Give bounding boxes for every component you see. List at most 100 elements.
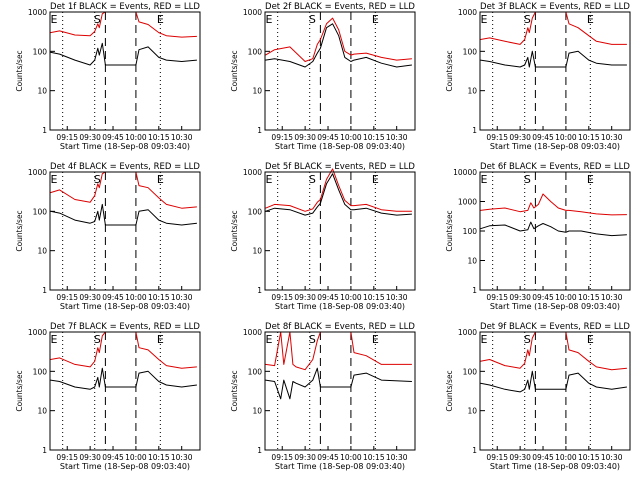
x-axis-label: Start Time (18-Sep-08 09:03:40) — [275, 462, 405, 471]
x-axis-label: Start Time (18-Sep-08 09:03:40) — [490, 462, 620, 471]
y-tick-label: 10 — [37, 407, 47, 416]
series-line-lld — [265, 331, 412, 371]
y-tick-label: 10 — [467, 257, 477, 266]
y-tick-label: 10 — [252, 247, 262, 256]
x-tick-label: 10:00 — [125, 293, 147, 302]
x-tick-label: 10:30 — [386, 453, 408, 462]
y-tick-label: 10 — [37, 87, 47, 96]
x-tick-label: 09:15 — [271, 133, 293, 142]
y-tick-label: 1 — [42, 446, 47, 455]
x-axis-label: Start Time (18-Sep-08 09:03:40) — [60, 302, 190, 311]
x-tick-label: 09:30 — [79, 293, 101, 302]
marker-e-start: E — [51, 333, 58, 346]
marker-s: S — [524, 333, 531, 346]
y-tick-label: 1000 — [243, 8, 262, 17]
x-tick-label: 09:45 — [532, 133, 554, 142]
x-tick-label: 10:00 — [340, 133, 362, 142]
y-axis-label: Counts/sec — [230, 370, 239, 411]
y-axis-label: Counts/sec — [15, 50, 24, 91]
y-tick-label: 10 — [252, 407, 262, 416]
series-line-events — [50, 367, 197, 390]
x-axis-label: Start Time (18-Sep-08 09:03:40) — [275, 142, 405, 151]
y-tick-label: 1000 — [458, 198, 477, 207]
x-axis-label: Start Time (18-Sep-08 09:03:40) — [275, 302, 405, 311]
y-tick-label: 1000 — [458, 8, 477, 17]
x-tick-label: 10:15 — [363, 453, 385, 462]
y-tick-label: 1 — [257, 446, 262, 455]
marker-e-start: E — [481, 173, 488, 186]
x-tick-label: 09:45 — [102, 453, 124, 462]
y-tick-label: 100 — [463, 47, 478, 56]
panel-title: Det 4f BLACK = Events, RED = LLD — [50, 162, 200, 172]
marker-e-start: E — [266, 173, 273, 186]
x-tick-label: 10:30 — [601, 133, 623, 142]
marker-s: S — [309, 13, 316, 26]
x-tick-label: 10:30 — [171, 133, 193, 142]
x-tick-label: 09:15 — [486, 453, 508, 462]
marker-s: S — [94, 333, 101, 346]
y-axis-label: Counts/sec — [445, 50, 454, 91]
series-line-events — [480, 221, 627, 237]
x-tick-label: 10:00 — [125, 453, 147, 462]
x-tick-label: 10:30 — [171, 293, 193, 302]
plot-frame — [264, 331, 416, 451]
x-tick-label: 09:45 — [317, 133, 339, 142]
series-line-events — [265, 367, 412, 400]
series-line-lld — [480, 331, 627, 371]
x-tick-label: 09:30 — [294, 293, 316, 302]
plot-frame — [49, 11, 201, 131]
plot-frame — [479, 171, 631, 291]
panel-title: Det 5f BLACK = Events, RED = LLD — [265, 162, 415, 172]
y-tick-label: 100 — [33, 207, 48, 216]
x-axis-label: Start Time (18-Sep-08 09:03:40) — [490, 302, 620, 311]
y-tick-label: 1000 — [243, 328, 262, 337]
y-tick-label: 100 — [463, 367, 478, 376]
x-tick-label: 09:15 — [486, 293, 508, 302]
x-tick-label: 10:00 — [555, 293, 577, 302]
marker-s: S — [94, 13, 101, 26]
series-line-lld — [265, 17, 412, 62]
y-tick-label: 1 — [42, 286, 47, 295]
y-tick-label: 10000 — [453, 168, 477, 177]
series-line-lld — [480, 193, 627, 216]
y-tick-label: 100 — [33, 367, 48, 376]
series-line-events — [265, 173, 412, 216]
x-tick-label: 10:30 — [601, 293, 623, 302]
series-line-events — [50, 42, 197, 66]
marker-e-end: E — [587, 333, 594, 346]
panel-title: Det 9f BLACK = Events, RED = LLD — [480, 322, 630, 332]
y-tick-label: 1 — [472, 446, 477, 455]
x-axis-label: Start Time (18-Sep-08 09:03:40) — [60, 462, 190, 471]
marker-e-start: E — [51, 13, 58, 26]
y-tick-label: 100 — [248, 367, 263, 376]
marker-e-end: E — [372, 13, 379, 26]
x-tick-label: 10:15 — [578, 133, 600, 142]
marker-e-end: E — [157, 13, 164, 26]
panel-title: Det 8f BLACK = Events, RED = LLD — [265, 322, 415, 332]
x-tick-label: 10:30 — [386, 133, 408, 142]
plot-frame — [49, 171, 201, 291]
x-tick-label: 10:00 — [555, 453, 577, 462]
series-line-lld — [480, 11, 627, 45]
series-line-events — [265, 23, 412, 68]
marker-s: S — [94, 173, 101, 186]
y-axis-label: Counts/sec — [445, 370, 454, 411]
y-tick-label: 100 — [33, 47, 48, 56]
y-tick-label: 10 — [467, 407, 477, 416]
plot-frame — [264, 171, 416, 291]
marker-e-end: E — [372, 333, 379, 346]
x-tick-label: 10:30 — [386, 293, 408, 302]
marker-e-end: E — [587, 173, 594, 186]
plot-frame — [264, 11, 416, 131]
marker-s: S — [524, 173, 531, 186]
plot-frame — [479, 331, 631, 451]
x-tick-label: 10:30 — [171, 453, 193, 462]
y-tick-label: 1 — [472, 286, 477, 295]
x-tick-label: 09:15 — [56, 133, 78, 142]
x-tick-label: 10:15 — [148, 293, 170, 302]
y-tick-label: 1 — [42, 126, 47, 135]
x-tick-label: 09:30 — [509, 133, 531, 142]
y-axis-label: Counts/sec — [15, 370, 24, 411]
